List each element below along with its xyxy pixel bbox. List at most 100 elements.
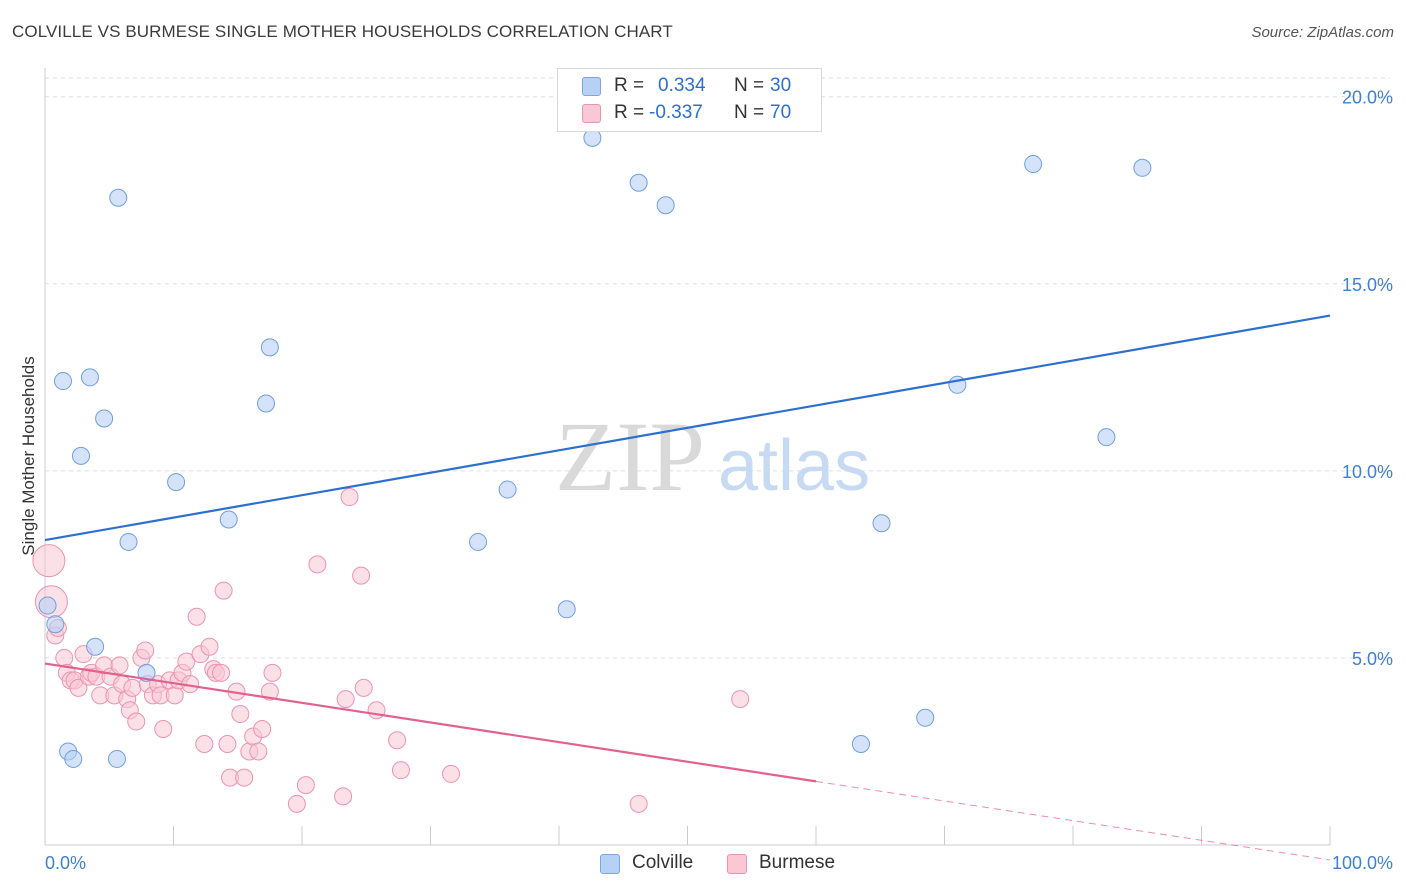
burmese-point — [352, 566, 371, 585]
colville-point — [656, 196, 675, 215]
bottom-legend-swatch-burmese — [727, 854, 747, 874]
colville-point — [53, 372, 72, 391]
legend-swatch-burmese — [582, 104, 601, 123]
burmese-point — [123, 678, 142, 697]
burmese-trend-line — [44, 662, 817, 783]
legend-n-label: N = — [734, 75, 765, 96]
y-tick-label: 20.0% — [1342, 88, 1393, 108]
axes — [44, 68, 1331, 846]
burmese-point — [731, 690, 750, 709]
burmese-point — [336, 690, 355, 709]
legend-row-colville: R = 0.334 N = 30 — [558, 74, 821, 100]
legend-n-value: 30 — [770, 75, 792, 96]
legend-r-value: 0.334 — [658, 75, 706, 96]
burmese-point — [296, 776, 315, 795]
burmese-trend-line — [815, 780, 1331, 861]
bottom-legend-swatch-colville — [600, 854, 620, 874]
legend: R = 0.334 N = 30 R = -0.337 N = 70 — [557, 68, 822, 132]
burmese-point — [367, 701, 386, 720]
burmese-point — [235, 768, 254, 787]
colville-point — [260, 338, 279, 357]
colville-point — [80, 368, 99, 387]
colville-point — [86, 637, 105, 656]
burmese-point — [154, 720, 173, 739]
watermark: ZIP atlas — [555, 401, 870, 512]
burmese-point — [340, 488, 359, 507]
y-tick-label: 15.0% — [1342, 275, 1393, 295]
y-axis-title: Single Mother Households — [19, 356, 38, 555]
watermark-atlas: atlas — [718, 426, 870, 506]
burmese-point — [69, 678, 88, 697]
bottom-legend-label: Burmese — [759, 852, 836, 873]
bottom-legend-label: Colville — [632, 852, 694, 873]
burmese-point — [32, 544, 66, 578]
axis-labels: 5.0% 10.0% 15.0% 20.0% 0.0% 100.0% Single Moth… — [19, 88, 1393, 873]
colville-point — [46, 615, 65, 634]
burmese-point — [195, 734, 214, 753]
gridlines — [45, 77, 1390, 659]
burmese-point — [212, 663, 231, 682]
source-label: Source: ZipAtlas.com — [1251, 24, 1394, 41]
colville-point — [257, 394, 276, 413]
colville-point — [916, 708, 935, 727]
burmese-point — [165, 686, 184, 705]
colville-point — [219, 510, 238, 529]
burmese-point — [253, 720, 272, 739]
colville-point — [95, 409, 114, 428]
colville-point — [109, 188, 128, 207]
colville-point — [498, 480, 517, 499]
burmese-point — [354, 678, 373, 697]
y-tick-label: 10.0% — [1342, 462, 1393, 482]
colville-points — [38, 128, 1152, 768]
colville-point — [872, 514, 891, 533]
burmese-point — [249, 742, 268, 761]
burmese-point — [287, 794, 306, 813]
x-tick-label: 100.0% — [1332, 853, 1393, 873]
burmese-point — [391, 761, 410, 780]
burmese-point — [629, 794, 648, 813]
burmese-point — [136, 641, 155, 660]
burmese-point — [263, 663, 282, 682]
burmese-point — [442, 764, 461, 783]
colville-point — [851, 734, 870, 753]
colville-point — [38, 596, 57, 615]
burmese-point — [200, 637, 219, 656]
colville-trend-line — [44, 314, 1331, 542]
colville-point — [107, 749, 126, 768]
y-tick-label: 5.0% — [1352, 649, 1393, 669]
trend-lines — [44, 314, 1331, 861]
burmese-point — [214, 581, 233, 600]
legend-swatch-colville — [582, 77, 601, 96]
burmese-point — [187, 607, 206, 626]
legend-row-burmese: R = -0.337 N = 70 — [558, 101, 821, 127]
watermark-zip: ZIP — [555, 401, 705, 512]
burmese-point — [388, 731, 407, 750]
burmese-point — [260, 682, 279, 701]
burmese-point — [127, 712, 146, 731]
burmese-point — [308, 555, 327, 574]
legend-r-label: R = — [614, 102, 645, 123]
legend-r-value: -0.337 — [649, 102, 703, 123]
burmese-point — [231, 705, 250, 724]
colville-point — [469, 532, 488, 551]
colville-point — [1133, 158, 1152, 177]
colville-point — [71, 446, 90, 465]
burmese-points — [32, 488, 750, 813]
burmese-point — [110, 656, 129, 675]
burmese-point — [55, 648, 74, 667]
legend-n-value: 70 — [770, 102, 792, 123]
colville-point — [557, 600, 576, 619]
chart-title: COLVILLE VS BURMESE SINGLE MOTHER HOUSEH… — [12, 22, 673, 41]
burmese-point — [334, 787, 353, 806]
colville-point — [629, 173, 648, 192]
colville-point — [167, 473, 186, 492]
colville-point — [64, 749, 83, 768]
burmese-point — [177, 652, 196, 671]
burmese-point — [218, 734, 237, 753]
colville-point — [119, 532, 138, 551]
colville-point — [137, 663, 156, 682]
colville-point — [1024, 155, 1043, 174]
legend-n-label: N = — [734, 102, 765, 123]
colville-point — [1097, 428, 1116, 447]
